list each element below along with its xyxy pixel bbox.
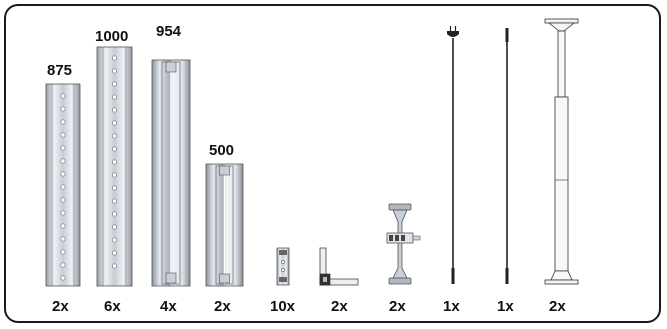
quantity-profile-1000: 6x [104,298,121,315]
profile-hole [111,172,118,178]
profile-hole [111,250,118,256]
rod-with-plug-drawing [447,26,459,284]
profile-hole [60,249,66,255]
profile-hole [111,237,118,243]
quantity-telescopic-pole: 2x [549,298,566,315]
profile-hole [111,107,118,113]
profile-hole [60,145,66,151]
profile-hole [111,185,118,191]
profile-hole [111,133,118,139]
profile-hole [60,158,66,164]
profile-hole [60,197,66,203]
length-label-954: 954 [156,23,182,40]
quantity-thin-rod: 1x [497,298,514,315]
telescopic-pole-drawing [544,18,579,285]
profile-hole [111,68,118,74]
thin-rod-drawing [505,28,509,284]
profile-hole [60,119,66,125]
profile-500-drawing [205,163,244,287]
profile-hole [60,210,66,216]
profile-hole [60,262,66,268]
profile-hole [60,184,66,190]
parts-frame [4,4,661,323]
quantity-corner-bracket: 2x [331,298,348,315]
profile-hole [111,198,118,204]
profile-hole [111,120,118,126]
corner-bracket-drawing [319,247,359,286]
profile-hole [60,236,66,242]
profile-hole [111,263,118,269]
quantity-profile-875: 2x [52,298,69,315]
connector-block-drawing [276,247,290,286]
profile-hole [60,275,66,281]
profile-hole [111,94,118,100]
profile-hole [111,81,118,87]
quantity-profile-500: 2x [214,298,231,315]
profile-hole [111,224,118,230]
length-label-875: 875 [47,62,73,79]
quantity-rod-with-plug: 1x [443,298,460,315]
profile-hole [111,159,118,165]
profile-hole [111,211,118,217]
profile-hole [60,223,66,229]
profile-954-drawing [151,59,191,287]
h-bracket-drawing [386,203,421,285]
length-label-500: 500 [209,142,235,159]
profile-hole [60,132,66,138]
profile-hole [60,106,66,112]
profile-1000-drawing [96,46,133,287]
length-label-1000: 1000 [95,28,129,45]
profile-hole [111,146,118,152]
profile-hole [111,55,118,61]
quantity-profile-954: 4x [160,298,177,315]
quantity-h-bracket: 2x [389,298,406,315]
profile-875-drawing [45,83,81,287]
profile-hole [60,93,66,99]
profile-hole [60,171,66,177]
quantity-connector-block: 10x [270,298,296,315]
